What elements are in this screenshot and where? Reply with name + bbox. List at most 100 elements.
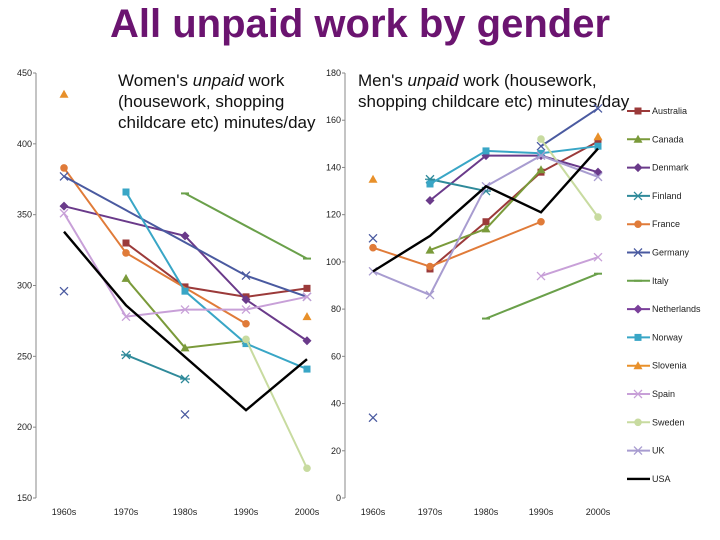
legend-item-usa: USA	[627, 474, 671, 484]
women-chart-annotation: Women's unpaid work (housework, shopping…	[118, 70, 318, 133]
men-point-spain	[536, 271, 546, 281]
legend-label: Germany	[652, 248, 690, 258]
women-point-spain	[121, 312, 131, 322]
men-y-tick-label: 100	[326, 257, 341, 267]
men-point-france	[369, 243, 377, 252]
men-line-denmark	[429, 154, 599, 202]
legend-item-spain: Spain	[627, 389, 675, 399]
men-point-uk	[536, 151, 546, 161]
women-annotation-suffix: work (housework, shopping childcare etc)…	[118, 71, 316, 132]
men-point-uk	[593, 172, 603, 182]
women-point-norway	[181, 287, 189, 295]
legend-item-canada: Canada	[627, 134, 684, 144]
legend-label: Australia	[652, 106, 687, 116]
men-point-uk	[425, 290, 435, 300]
women-series-denmark	[59, 201, 312, 346]
legend-label: Spain	[652, 389, 675, 399]
men-point-canada	[481, 224, 491, 233]
women-series-france	[60, 164, 250, 328]
legend-label: UK	[652, 446, 665, 456]
men-y-tick-label: 180	[326, 68, 341, 78]
men-point-norway	[594, 142, 602, 150]
slide-title: All unpaid work by gender	[109, 2, 611, 46]
men-chart: 0 20 40 60 80 100 120 140 160 180 1960s 1970s 1980s 1…	[326, 68, 611, 517]
women-y-tick-label: 400	[17, 139, 32, 149]
legend-item-slovenia: Slovenia	[627, 361, 687, 371]
men-point-denmark	[425, 196, 435, 205]
women-y-tick-label: 300	[17, 281, 32, 291]
legend-swatch-marker	[633, 163, 643, 173]
women-line-norway	[125, 191, 308, 371]
legend-label: Italy	[652, 276, 669, 286]
men-annotation-prefix: Men's	[358, 71, 408, 90]
women-extra-point	[59, 89, 69, 98]
women-line-spain	[63, 212, 308, 318]
women-annotation-prefix: Women's	[118, 71, 193, 90]
legend-swatch-marker	[633, 191, 643, 201]
legend-swatch-marker	[633, 134, 643, 143]
women-y-tick-label: 150	[17, 493, 32, 503]
women-line-sweden	[245, 338, 308, 469]
women-line-australia	[125, 242, 308, 298]
men-point-norway	[482, 147, 490, 155]
women-point-denmark	[241, 295, 251, 305]
legend: Australia Canada Denmark Finland France Germa…	[627, 106, 701, 484]
men-series-sweden	[537, 135, 602, 221]
men-point-sweden	[594, 213, 602, 221]
men-point-sweden	[537, 135, 545, 143]
men-line-sweden	[540, 138, 599, 218]
men-series-norway	[426, 142, 602, 188]
women-line-finland	[125, 353, 186, 380]
men-point-australia	[482, 218, 490, 226]
men-y-tick-label: 0	[336, 493, 341, 503]
women-series-italy	[181, 192, 311, 260]
legend-swatch-marker	[633, 446, 643, 456]
men-x-tick-label: 2000s	[586, 507, 611, 517]
women-series-finland	[121, 350, 190, 384]
men-point-canada	[536, 165, 546, 174]
men-series-slovenia	[593, 132, 603, 141]
women-series-slovenia	[302, 312, 312, 321]
men-y-tick-label: 140	[326, 162, 341, 172]
men-line-usa	[372, 147, 599, 273]
men-series-spain	[536, 252, 603, 281]
women-point-spain	[59, 208, 69, 218]
women-point-norway	[303, 365, 311, 373]
men-line-finland	[429, 178, 487, 193]
legend-item-germany: Germany	[627, 248, 690, 258]
men-x-tick-label: 1960s	[361, 507, 386, 517]
legend-swatch-marker	[633, 389, 643, 399]
women-point-spain	[180, 305, 190, 315]
women-point-spain	[302, 292, 312, 302]
women-point-norway	[122, 188, 130, 196]
men-x-tick-label: 1980s	[474, 507, 499, 517]
legend-swatch-marker	[633, 304, 643, 314]
legend-item-finland: Finland	[627, 191, 682, 201]
legend-swatch-marker	[634, 418, 642, 427]
men-point-canada	[425, 245, 435, 254]
legend-swatch-marker	[633, 361, 643, 370]
men-y-tick-label: 120	[326, 210, 341, 220]
women-y-tick-label: 250	[17, 351, 32, 361]
legend-label: Denmark	[652, 163, 689, 173]
women-extra-point	[180, 409, 190, 419]
women-point-finland	[180, 374, 190, 384]
women-point-slovenia	[302, 312, 312, 321]
women-point-france	[242, 319, 250, 328]
women-y-tick-label: 350	[17, 210, 32, 220]
men-line-italy	[485, 272, 599, 320]
men-point-germany	[593, 103, 603, 113]
men-extra-point	[368, 413, 378, 423]
women-chart: 150 200 250 300 350 400 450 1960s 1970s 1980s 1990…	[17, 68, 320, 517]
women-point-sweden	[303, 464, 311, 473]
men-point-slovenia	[593, 132, 603, 141]
men-series-italy	[482, 272, 602, 320]
women-y-tick-label: 200	[17, 422, 32, 432]
men-y-tick-label: 40	[331, 399, 341, 409]
men-series-usa	[372, 147, 599, 273]
women-point-denmark	[302, 336, 312, 346]
men-y-tick-label: 60	[331, 351, 341, 361]
men-x-tick-label: 1990s	[529, 507, 554, 517]
legend-swatch-marker	[634, 107, 642, 115]
women-line-italy	[184, 192, 308, 260]
